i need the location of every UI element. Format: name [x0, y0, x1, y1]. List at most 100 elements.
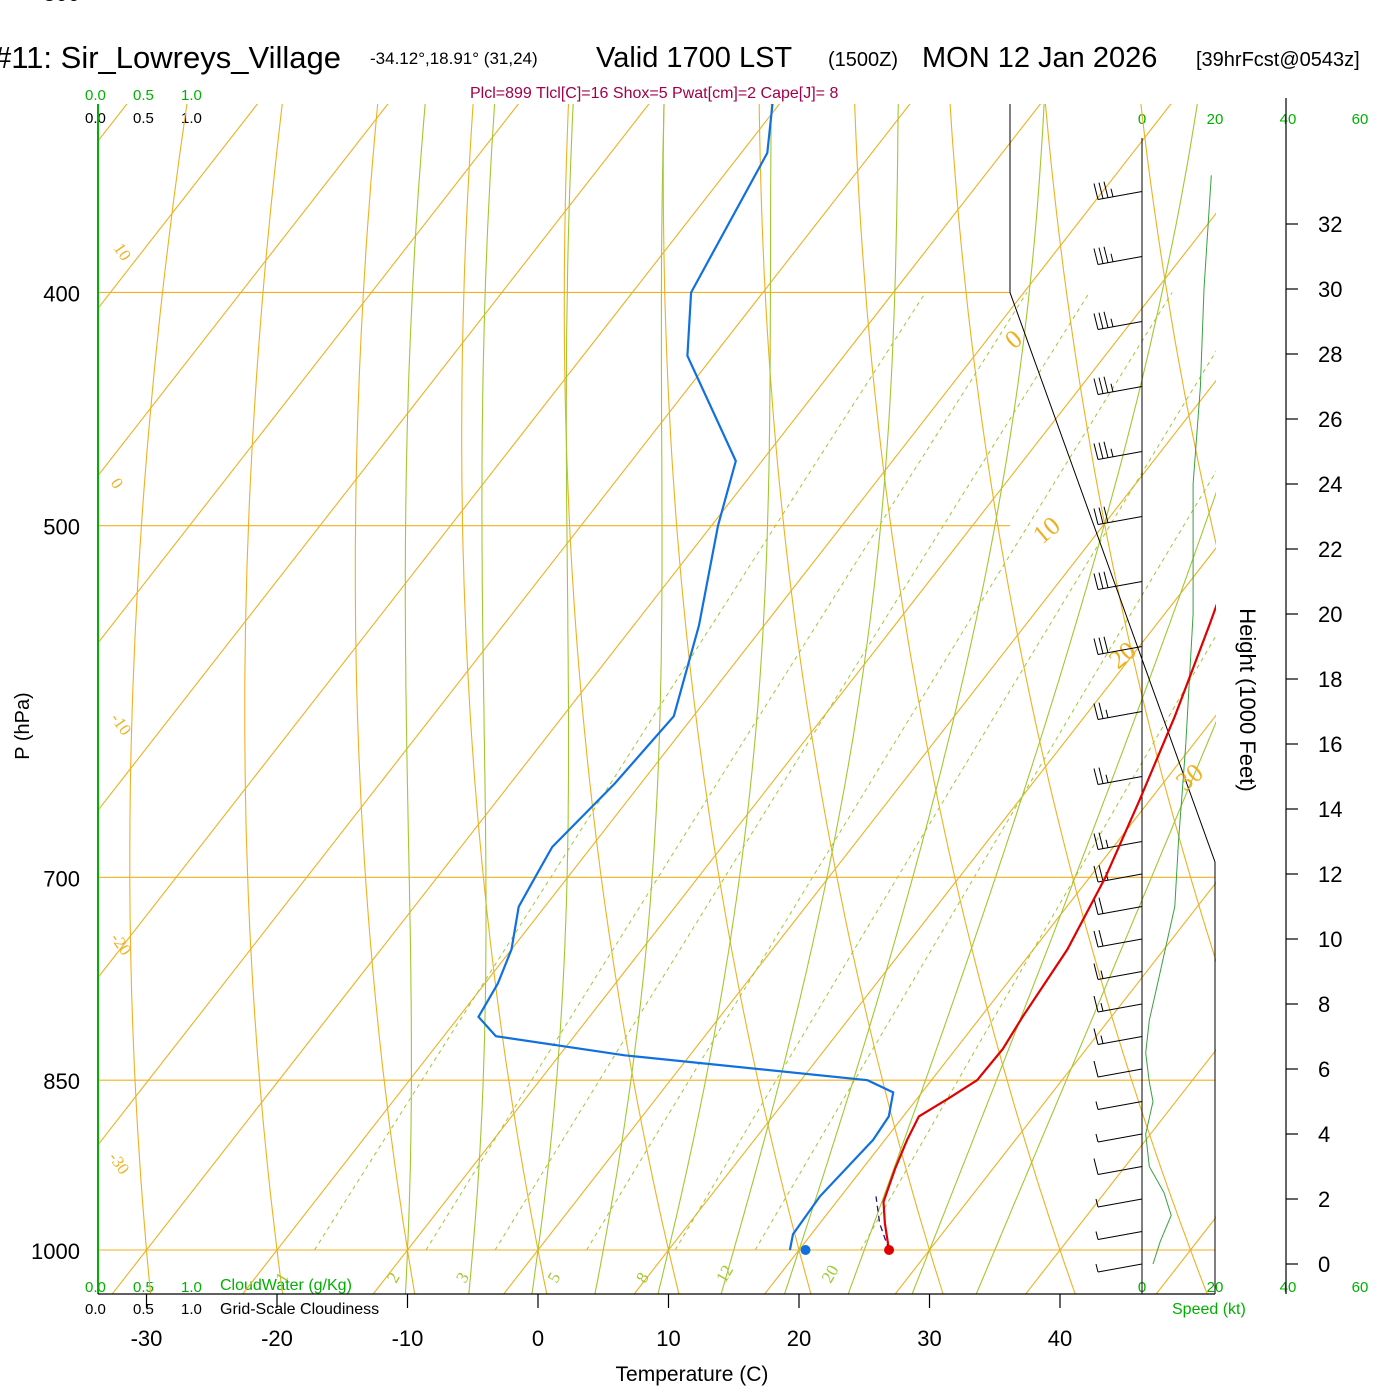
dry-adiabat-line — [1140, 104, 1216, 546]
wind-barb-flag — [1098, 767, 1104, 784]
temperature-tick-label: 0 — [532, 1326, 544, 1351]
wind-barb-flag — [1098, 572, 1104, 589]
dry-adiabat-line — [758, 104, 944, 1294]
wind-barb-flag — [1093, 638, 1099, 655]
wind-barb-flag — [1093, 183, 1099, 200]
moist-adiabat-line — [847, 104, 1198, 1294]
zulu-time: (1500Z) — [828, 49, 898, 71]
isotherm-line — [98, 104, 520, 644]
temperature-line — [882, 603, 1216, 1251]
wind-speed-line — [1145, 175, 1212, 1265]
speed-tick-top-2: 40 — [1280, 111, 1297, 128]
height-tick-label: 26 — [1318, 407, 1342, 432]
cloudiness-scale-bottom-0: 0.0 — [85, 1301, 106, 1318]
wind-barb — [1093, 767, 1143, 785]
wind-barb-flag — [1098, 247, 1104, 264]
wind-barb-flag — [1093, 963, 1099, 980]
height-tick-label: 24 — [1318, 472, 1342, 497]
speed-axis-label: Speed (kt) — [1172, 1301, 1246, 1318]
wind-barb — [1093, 963, 1143, 980]
speed-tick-bottom-2: 40 — [1280, 1279, 1297, 1296]
height-tick-label: 0 — [1318, 1252, 1330, 1277]
wind-barb-half — [1105, 774, 1109, 783]
station-coords: -34.12°,18.91° (31,24) — [370, 49, 538, 68]
cloudiness-label: Grid-Scale Cloudiness — [220, 1301, 379, 1318]
dry-adiabat-line — [129, 104, 188, 1294]
dry-adiabat-lines — [129, 104, 1216, 1294]
wind-barb — [1093, 311, 1143, 330]
surface-temperature-marker — [884, 1245, 895, 1255]
isotherm-line — [1024, 1049, 1216, 1294]
wind-barb-flag — [1093, 443, 1099, 460]
wind-barb-half — [1100, 970, 1104, 979]
wind-barb-flag — [1093, 768, 1099, 785]
wind-barb — [1093, 246, 1143, 265]
mixing-ratio-label: 2 — [383, 1269, 404, 1286]
surface-dewpoint-marker — [800, 1245, 811, 1255]
wind-barb-flag — [1093, 898, 1099, 915]
wind-barb-flag — [1093, 1060, 1099, 1078]
wind-barb — [1093, 506, 1143, 525]
isotherm-line — [372, 212, 1216, 1294]
moist-adiabat-line — [404, 104, 426, 1294]
moist-adiabat-line — [594, 104, 665, 1294]
isotherm-line — [111, 104, 1042, 1294]
isotherm-line — [502, 379, 1216, 1294]
forecast-info: [39hrFcst@0543z] — [1196, 49, 1360, 71]
wind-barb-staff — [1097, 971, 1143, 980]
wind-barb-flag — [1093, 573, 1099, 590]
wind-barb-staff — [1097, 1101, 1143, 1110]
dry-adiabat-label: 10 — [110, 239, 135, 264]
wind-barb-flag — [1098, 442, 1104, 459]
isotherm-line — [763, 714, 1216, 1294]
wind-barb-half — [1095, 1101, 1099, 1110]
wind-barb — [1093, 1028, 1143, 1045]
wind-barb-flag — [1098, 702, 1104, 719]
dry-adiabat-label: -30 — [105, 1148, 134, 1177]
wind-barb-flag — [1098, 897, 1104, 914]
wind-barb-flag — [1103, 246, 1109, 263]
wind-barb — [1095, 1133, 1143, 1143]
dry-adiabat-line — [244, 104, 284, 1294]
height-tick-label: 18 — [1318, 667, 1342, 692]
station-title: #11: Sir_Lowreys_Village — [0, 40, 341, 75]
temperature-tick-label: 30 — [917, 1326, 941, 1351]
wind-barb-half — [1095, 1231, 1099, 1240]
isotherm-line — [241, 104, 1172, 1294]
wind-barb — [1093, 1060, 1143, 1078]
temperature-tick-label: 40 — [1048, 1326, 1072, 1351]
wind-barb-half — [1110, 448, 1114, 457]
wind-barb-flag — [1093, 930, 1099, 948]
temperature-tick-label: 10 — [656, 1326, 680, 1351]
wind-barb-half — [1095, 1263, 1099, 1273]
speed-tick-bottom-3: 60 — [1352, 1279, 1369, 1296]
dry-adiabat-line — [854, 104, 1076, 1294]
height-tick-label: 16 — [1318, 732, 1342, 757]
wind-barb-half — [1110, 383, 1114, 392]
wind-barb-flag — [1093, 833, 1099, 850]
pressure-tick-label: 850 — [43, 1069, 80, 1094]
moist-adiabat-line — [720, 104, 899, 1294]
isobar-lines — [98, 291, 1215, 1251]
mixing-ratio-label: 8 — [632, 1269, 653, 1286]
mixing-ratio-label: 5 — [544, 1269, 565, 1286]
wind-barb-staff — [1097, 873, 1143, 883]
wind-barb — [1093, 832, 1143, 850]
wind-barb-staff — [1097, 1166, 1143, 1175]
y2-axis-title: Height (1000 Feet) — [1235, 608, 1260, 791]
pressure-tick-label: 1000 — [31, 1239, 80, 1264]
plot-frame — [97, 104, 1216, 1295]
isotherm-label: 10 — [1027, 511, 1066, 550]
wind-profile — [1093, 175, 1212, 1273]
pressure-tick-label: 500 — [43, 515, 80, 540]
speed-tick-top-1: 20 — [1207, 111, 1224, 128]
cloudwater-scale-bottom-2: 1.0 — [181, 1279, 202, 1296]
cloudiness-scale-top-0: 0.0 — [85, 110, 106, 127]
right-border-line — [1009, 104, 1216, 1294]
x-axis-title: Temperature (C) — [616, 1363, 769, 1386]
y-axis-title: P (hPa) — [12, 692, 34, 759]
stability-indices: Plcl=899 Tlcl[C]=16 Shox=5 Pwat[cm]=2 Ca… — [470, 85, 838, 102]
wind-barb-half — [1095, 1198, 1099, 1208]
height-tick-label: 12 — [1318, 862, 1342, 887]
isotherm-line — [894, 881, 1216, 1294]
